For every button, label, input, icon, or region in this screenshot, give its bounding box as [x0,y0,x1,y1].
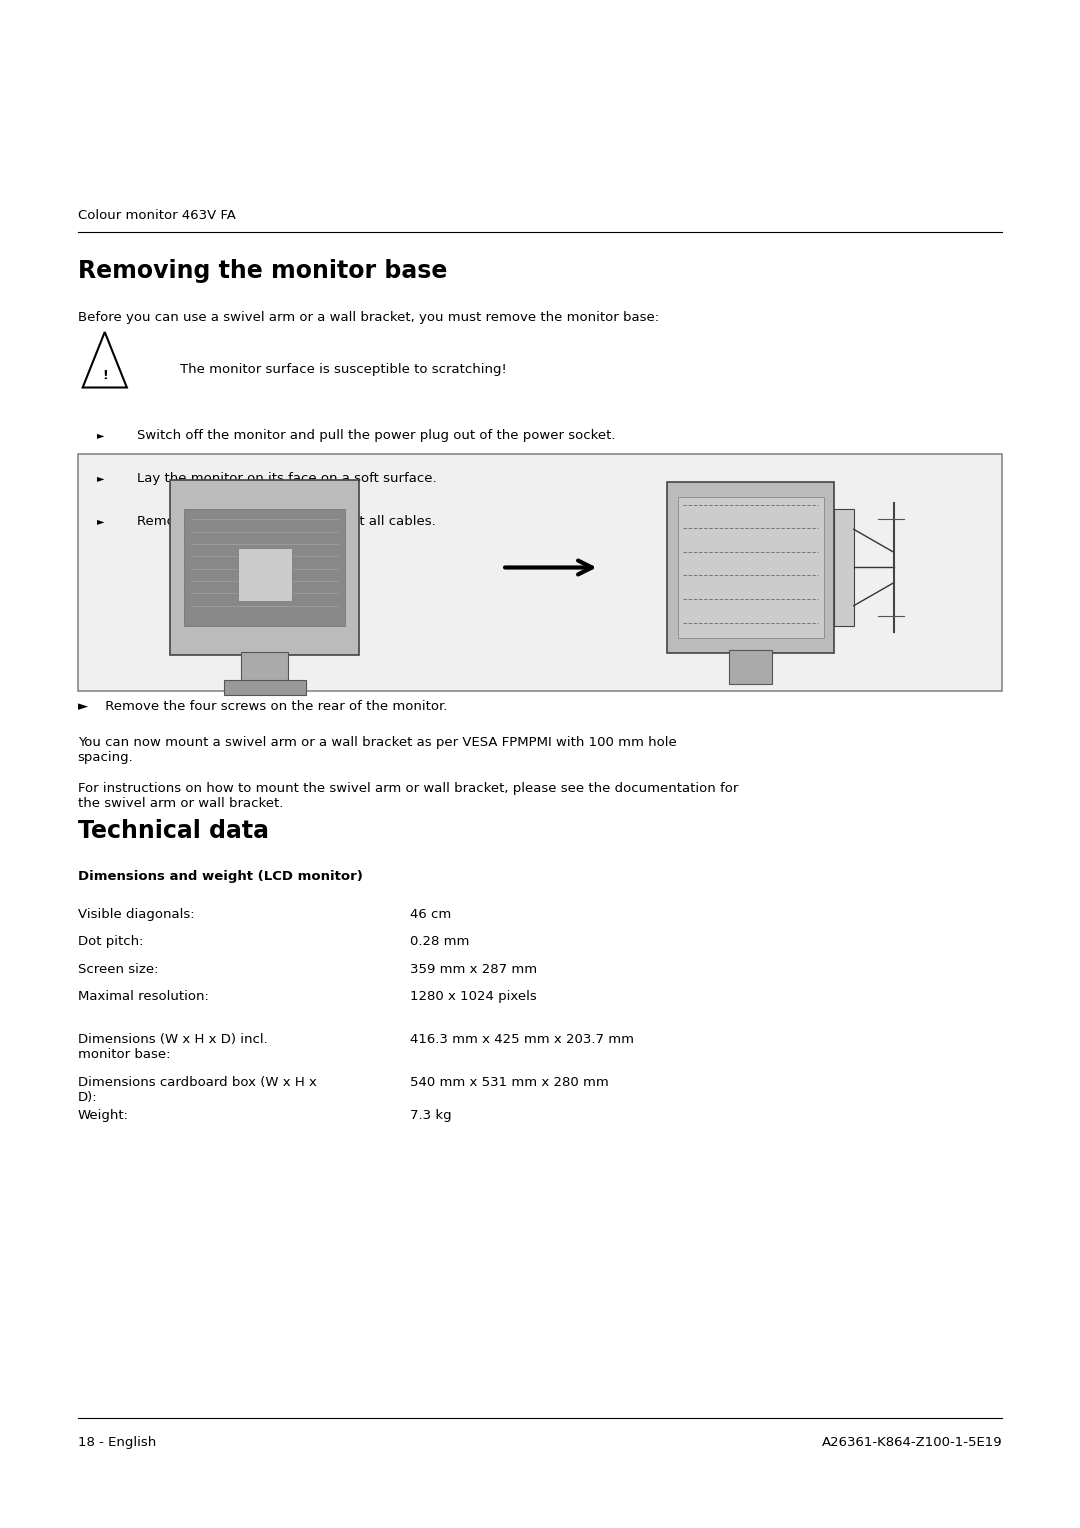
Text: Removing the monitor base: Removing the monitor base [78,258,447,283]
Text: Colour monitor 463V FA: Colour monitor 463V FA [78,208,235,222]
Text: 18 - English: 18 - English [78,1435,156,1449]
Text: Dimensions cardboard box (W x H x
D):: Dimensions cardboard box (W x H x D): [78,1076,316,1103]
Bar [184,509,346,625]
Text: Dot pitch:: Dot pitch: [78,935,144,949]
Text: 416.3 mm x 425 mm x 203.7 mm: 416.3 mm x 425 mm x 203.7 mm [410,1033,634,1047]
Bar [78,454,1002,691]
Bar [729,649,772,683]
Bar [224,680,306,695]
Bar [834,509,854,625]
Text: 359 mm x 287 mm: 359 mm x 287 mm [410,963,538,976]
Bar [678,497,824,637]
Text: Dimensions and weight (LCD monitor): Dimensions and weight (LCD monitor) [78,869,363,883]
Text: Before you can use a swivel arm or a wall bracket, you must remove the monitor b: Before you can use a swivel arm or a wal… [78,310,659,324]
Text: Visible diagonals:: Visible diagonals: [78,908,194,921]
Bar [241,652,288,686]
Text: You can now mount a swivel arm or a wall bracket as per VESA FPMPMI with 100 mm : You can now mount a swivel arm or a wall… [78,736,676,764]
Text: 0.28 mm: 0.28 mm [410,935,470,949]
Text: The monitor surface is susceptible to scratching!: The monitor surface is susceptible to sc… [180,364,508,376]
Text: Weight:: Weight: [78,1109,129,1123]
Text: ►: ► [97,474,105,483]
Text: A26361-K864-Z100-1-5E19: A26361-K864-Z100-1-5E19 [822,1435,1002,1449]
Text: Remove the cover and disconnect all cables.: Remove the cover and disconnect all cabl… [137,515,436,527]
Text: Technical data: Technical data [78,819,269,843]
Bar [238,547,292,601]
Text: 7.3 kg: 7.3 kg [410,1109,453,1123]
Text: Maximal resolution:: Maximal resolution: [78,990,208,1004]
Text: 46 cm: 46 cm [410,908,451,921]
Text: ►: ► [97,431,105,440]
Bar [171,480,359,656]
Text: Screen size:: Screen size: [78,963,159,976]
Text: 540 mm x 531 mm x 280 mm: 540 mm x 531 mm x 280 mm [410,1076,609,1089]
Text: Dimensions (W x H x D) incl.
monitor base:: Dimensions (W x H x D) incl. monitor bas… [78,1033,268,1060]
Text: Switch off the monitor and pull the power plug out of the power socket.: Switch off the monitor and pull the powe… [137,429,616,442]
Text: Lay the monitor on its face on a soft surface.: Lay the monitor on its face on a soft su… [137,472,436,484]
Bar [667,481,834,652]
Text: For instructions on how to mount the swivel arm or wall bracket, please see the : For instructions on how to mount the swi… [78,782,738,810]
Text: ►    Remove the four screws on the rear of the monitor.: ► Remove the four screws on the rear of … [78,700,447,714]
Text: ►: ► [97,516,105,526]
Text: !: ! [102,370,108,382]
Text: 1280 x 1024 pixels: 1280 x 1024 pixels [410,990,537,1004]
